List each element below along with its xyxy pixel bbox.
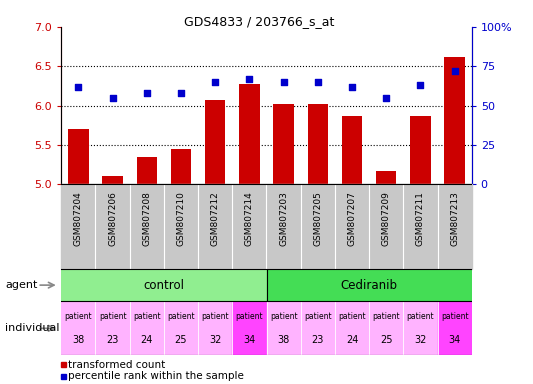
Text: patient: patient xyxy=(99,312,126,321)
Point xyxy=(450,68,459,74)
Bar xyxy=(95,301,130,355)
Bar xyxy=(61,269,266,301)
Text: GSM807210: GSM807210 xyxy=(176,191,185,246)
Bar xyxy=(376,171,397,184)
Point xyxy=(382,95,391,101)
Bar xyxy=(445,57,465,184)
Bar xyxy=(136,157,157,184)
Text: transformed count: transformed count xyxy=(68,360,165,370)
Text: 32: 32 xyxy=(414,335,426,345)
Text: 38: 38 xyxy=(278,335,290,345)
Bar xyxy=(102,177,123,184)
Text: GSM807203: GSM807203 xyxy=(279,191,288,246)
Bar xyxy=(342,116,362,184)
Bar xyxy=(198,301,232,355)
Bar xyxy=(403,301,438,355)
Text: patient: patient xyxy=(270,312,297,321)
Bar xyxy=(410,116,431,184)
Text: 23: 23 xyxy=(107,335,119,345)
Text: control: control xyxy=(143,279,184,291)
Bar xyxy=(61,362,67,367)
Text: patient: patient xyxy=(167,312,195,321)
Text: patient: patient xyxy=(236,312,263,321)
Text: agent: agent xyxy=(5,280,38,290)
Point xyxy=(177,90,185,96)
Bar xyxy=(301,301,335,355)
Text: 24: 24 xyxy=(141,335,153,345)
Bar xyxy=(68,129,88,184)
Text: GSM807212: GSM807212 xyxy=(211,191,220,246)
Bar xyxy=(130,301,164,355)
Text: patient: patient xyxy=(373,312,400,321)
Point xyxy=(108,95,117,101)
Text: GSM807211: GSM807211 xyxy=(416,191,425,246)
Bar xyxy=(266,269,472,301)
Text: patient: patient xyxy=(338,312,366,321)
Bar xyxy=(308,104,328,184)
Bar xyxy=(205,100,225,184)
Bar xyxy=(61,301,95,355)
Point xyxy=(416,82,425,88)
Text: GSM807207: GSM807207 xyxy=(348,191,357,246)
Bar xyxy=(335,301,369,355)
Text: GDS4833 / 203766_s_at: GDS4833 / 203766_s_at xyxy=(184,15,335,28)
Bar xyxy=(438,301,472,355)
Text: patient: patient xyxy=(304,312,332,321)
Text: 23: 23 xyxy=(312,335,324,345)
Text: patient: patient xyxy=(64,312,92,321)
Point xyxy=(245,76,254,82)
Text: individual: individual xyxy=(5,323,60,333)
Text: GSM807205: GSM807205 xyxy=(313,191,322,246)
Text: GSM807204: GSM807204 xyxy=(74,191,83,246)
Text: 25: 25 xyxy=(380,335,392,345)
Text: 32: 32 xyxy=(209,335,221,345)
Text: GSM807214: GSM807214 xyxy=(245,191,254,246)
Text: 34: 34 xyxy=(448,335,461,345)
Text: GSM807206: GSM807206 xyxy=(108,191,117,246)
Point xyxy=(348,84,356,90)
Text: 38: 38 xyxy=(72,335,85,345)
Text: patient: patient xyxy=(441,312,469,321)
Text: GSM807209: GSM807209 xyxy=(382,191,391,246)
Bar xyxy=(369,301,403,355)
Text: GSM807208: GSM807208 xyxy=(142,191,151,246)
Point xyxy=(74,84,83,90)
Bar xyxy=(266,301,301,355)
Text: percentile rank within the sample: percentile rank within the sample xyxy=(68,371,244,381)
Text: Cediranib: Cediranib xyxy=(341,279,398,291)
Text: patient: patient xyxy=(133,312,160,321)
Bar xyxy=(61,374,67,379)
Point xyxy=(279,79,288,85)
Bar xyxy=(239,84,260,184)
Text: patient: patient xyxy=(407,312,434,321)
Text: 34: 34 xyxy=(243,335,255,345)
Bar xyxy=(164,301,198,355)
Point xyxy=(313,79,322,85)
Text: patient: patient xyxy=(201,312,229,321)
Point xyxy=(211,79,220,85)
Text: 25: 25 xyxy=(175,335,187,345)
Point xyxy=(142,90,151,96)
Bar xyxy=(232,301,266,355)
Bar xyxy=(273,104,294,184)
Bar xyxy=(171,149,191,184)
Text: 24: 24 xyxy=(346,335,358,345)
Text: GSM807213: GSM807213 xyxy=(450,191,459,246)
